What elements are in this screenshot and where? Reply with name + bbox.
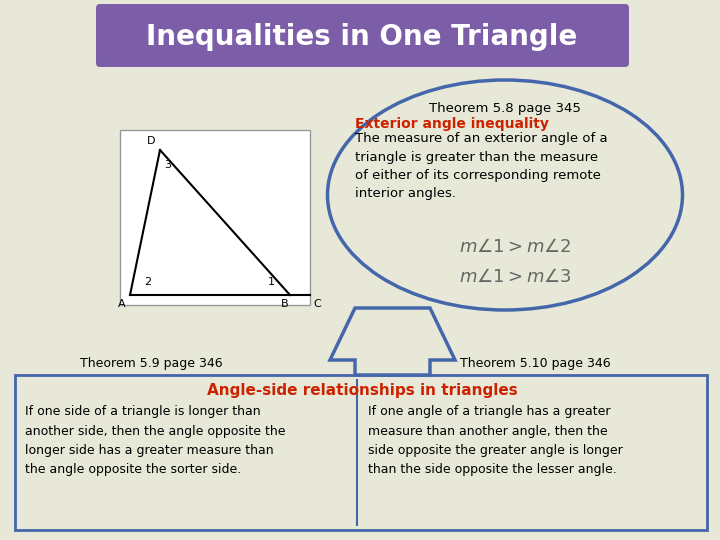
Text: Theorem 5.10 page 346: Theorem 5.10 page 346	[460, 357, 611, 370]
Text: The measure of an exterior angle of a
triangle is greater than the measure
of ei: The measure of an exterior angle of a tr…	[355, 132, 608, 200]
FancyBboxPatch shape	[120, 130, 310, 305]
Text: $m\angle 1 > m\angle 3$: $m\angle 1 > m\angle 3$	[459, 268, 572, 286]
Text: C: C	[313, 299, 320, 309]
FancyBboxPatch shape	[15, 375, 707, 530]
Text: Inequalities in One Triangle: Inequalities in One Triangle	[146, 23, 577, 51]
Text: 1: 1	[268, 277, 275, 287]
Polygon shape	[330, 308, 455, 375]
Text: If one angle of a triangle has a greater
measure than another angle, then the
si: If one angle of a triangle has a greater…	[368, 405, 623, 476]
Text: Theorem 5.8 page 345: Theorem 5.8 page 345	[429, 102, 581, 115]
Text: If one side of a triangle is longer than
another side, then the angle opposite t: If one side of a triangle is longer than…	[25, 405, 286, 476]
Text: 3: 3	[164, 160, 171, 170]
FancyBboxPatch shape	[96, 4, 629, 67]
Text: Angle-side relationships in triangles: Angle-side relationships in triangles	[207, 383, 518, 398]
Text: D: D	[146, 136, 155, 146]
Text: A: A	[118, 299, 126, 309]
Text: $m\angle 1 > m\angle 2$: $m\angle 1 > m\angle 2$	[459, 238, 571, 256]
Text: 2: 2	[144, 277, 151, 287]
Text: B: B	[280, 299, 288, 309]
Ellipse shape	[328, 80, 683, 310]
Text: Theorem 5.9 page 346: Theorem 5.9 page 346	[80, 357, 222, 370]
Text: Exterior angle inequality: Exterior angle inequality	[355, 117, 549, 131]
